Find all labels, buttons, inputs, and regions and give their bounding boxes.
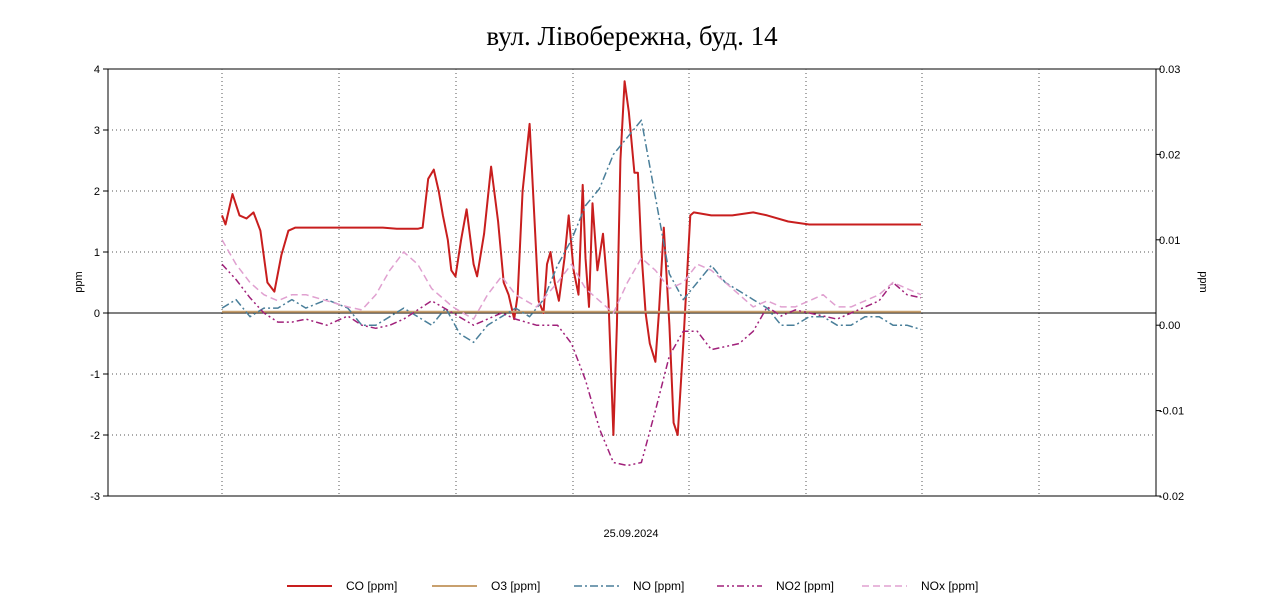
series-lines: [221, 80, 922, 467]
legend-label-no: NO [ppm]: [633, 579, 684, 593]
right-tick-label: -0.02: [1159, 491, 1184, 503]
right-axis-label: ppm: [1197, 271, 1209, 292]
left-axis-label: ppm: [73, 271, 85, 292]
right-axis-ticks: 0.03 0.02 0.01 0.00 -0.01 -0.02: [1156, 64, 1184, 503]
left-tick-label: 1: [94, 247, 100, 259]
left-tick-label: -3: [90, 491, 100, 503]
legend-label-no2: NO2 [ppm]: [776, 579, 834, 593]
left-tick-label: 4: [94, 64, 100, 76]
right-tick-label: 0.02: [1159, 149, 1180, 161]
left-tick-label: -1: [90, 369, 100, 381]
left-tick-label: 0: [94, 308, 100, 320]
legend-label-nox: NOx [ppm]: [921, 579, 978, 593]
right-tick-label: -0.01: [1159, 406, 1184, 418]
series-line-co: [221, 80, 921, 436]
x-axis-label: 25.09.2024: [603, 528, 658, 540]
plot-area: [107, 68, 1157, 497]
right-tick-label: 0.01: [1159, 235, 1180, 247]
left-axis-ticks: 4 3 2 1 0 -1 -2 -3: [90, 64, 108, 503]
legend-label-co: CO [ppm]: [346, 579, 397, 593]
series-line-no: [221, 119, 922, 344]
left-tick-label: -2: [90, 430, 100, 442]
right-tick-label: 0.00: [1159, 320, 1180, 332]
left-tick-label: 2: [94, 186, 100, 198]
legend: CO [ppm] O3 [ppm] NO [ppm] NO2 [ppm] NOx [pp…: [287, 579, 978, 593]
series-line-nox: [221, 239, 922, 320]
series-line-no2: [221, 263, 922, 467]
left-tick-label: 3: [94, 125, 100, 137]
right-tick-label: 0.03: [1159, 64, 1180, 76]
legend-label-o3: O3 [ppm]: [491, 579, 540, 593]
chart-title: вул. Лівобережна, буд. 14: [486, 21, 778, 51]
